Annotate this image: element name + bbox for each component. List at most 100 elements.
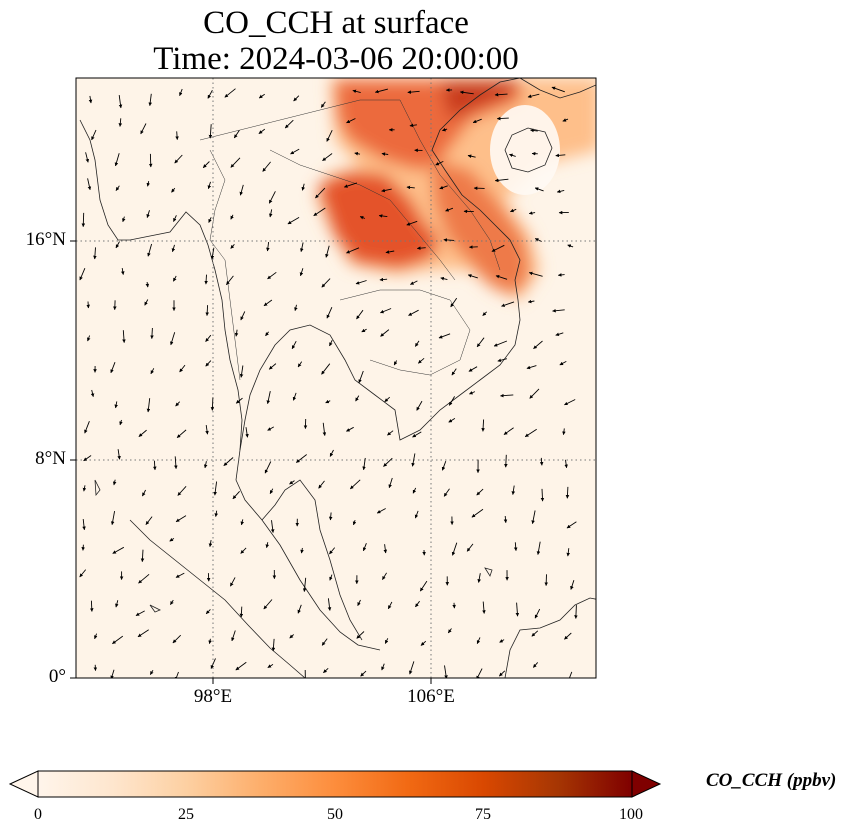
wind-arrow (533, 340, 543, 350)
colorbar-tick-0: 0 (34, 806, 42, 823)
plume-core-east (430, 160, 530, 295)
wind-arrow (356, 631, 365, 639)
wind-arrow (326, 307, 333, 319)
wind-arrow (378, 214, 388, 218)
wind-arrow (362, 543, 367, 552)
wind-arrow (503, 515, 508, 524)
wind-arrow (441, 460, 447, 471)
border-myanmar-thailand (209, 149, 241, 381)
wind-arrow (176, 429, 187, 439)
wind-arrow (414, 510, 419, 519)
wind-arrow (482, 311, 488, 316)
wind-arrow (527, 93, 540, 98)
wind-arrow (297, 361, 303, 368)
wind-arrow (468, 366, 478, 372)
colorbar-body (37, 770, 633, 798)
wind-arrow (325, 245, 330, 258)
wind-arrow (301, 183, 305, 191)
wind-arrow (291, 340, 297, 350)
wind-arrow (240, 311, 246, 321)
wind-arrow (138, 429, 147, 437)
wind-arrow (207, 89, 213, 99)
wind-arrow (115, 185, 120, 191)
wind-arrow (346, 426, 354, 432)
wind-arrow (173, 215, 177, 222)
wind-arrow (258, 128, 266, 134)
wind-arrow (355, 280, 367, 285)
wind-arrow (223, 457, 234, 466)
wind-arrow (296, 454, 307, 463)
wind-arrow (262, 161, 271, 172)
wind-arrow (562, 118, 569, 122)
wind-arrow (265, 542, 270, 549)
wind-arrow (79, 268, 86, 281)
wind-arrow (481, 419, 485, 432)
wind-arrow (202, 161, 210, 169)
wind-arrow (233, 129, 240, 139)
wind-arrow (499, 639, 505, 643)
wind-arrow (146, 181, 151, 187)
wind-arrow (300, 242, 304, 253)
wind-arrow (269, 488, 274, 495)
wind-arrow (411, 453, 416, 467)
wind-arrow (381, 663, 385, 671)
wind-vectors (79, 86, 578, 678)
wind-arrow (110, 669, 115, 678)
wind-arrow (410, 280, 418, 285)
wind-arrow (574, 605, 578, 619)
wind-arrow (213, 481, 218, 496)
wind-arrow (269, 209, 273, 218)
wind-arrow (346, 247, 360, 254)
wind-arrow (297, 604, 302, 614)
wind-arrow (530, 128, 538, 133)
wind-arrow (177, 485, 187, 496)
wind-arrow (352, 519, 357, 526)
wind-arrow (170, 599, 174, 605)
wind-arrow (376, 508, 386, 514)
wind-arrow (406, 185, 415, 190)
wind-arrow (551, 86, 565, 93)
wind-arrow (145, 516, 153, 525)
wind-arrow (416, 400, 423, 411)
coast-small-islands (94, 479, 493, 613)
wind-arrow (239, 606, 244, 618)
wind-arrow (208, 217, 212, 223)
colorbar-tick-100: 100 (619, 806, 643, 823)
wind-arrow (412, 431, 422, 438)
lat-label-8n: 8°N (35, 448, 66, 469)
wind-arrow (271, 638, 276, 652)
wind-arrow (438, 333, 451, 339)
malay-peninsula-east (261, 479, 363, 641)
wind-arrow (557, 273, 565, 277)
wind-arrow (497, 358, 508, 363)
wind-arrow (566, 548, 570, 557)
wind-arrow (552, 308, 565, 313)
wind-arrow (440, 276, 448, 281)
wind-arrow (210, 397, 215, 411)
wind-arrow (414, 340, 420, 347)
wind-arrow (477, 573, 481, 583)
wind-arrow (534, 608, 541, 619)
wind-arrow (149, 669, 154, 675)
wind-arrow (207, 181, 212, 190)
wind-arrow (323, 667, 329, 674)
wind-arrow (289, 480, 295, 485)
wind-arrow (556, 189, 565, 194)
wind-arrow (534, 238, 542, 242)
wind-arrow (408, 309, 419, 316)
wind-arrow (482, 601, 486, 614)
wind-arrow (325, 399, 331, 404)
co-concentration-field (315, 78, 596, 300)
wind-arrow (383, 457, 393, 467)
wind-arrow (88, 95, 93, 104)
colorbar-tick-75: 75 (475, 806, 491, 823)
axis-ticks (70, 240, 432, 684)
wind-arrow (179, 364, 186, 373)
wind-arrow (258, 93, 265, 99)
wind-arrow (532, 662, 539, 668)
wind-arrow (409, 123, 417, 128)
wind-arrow (146, 210, 150, 218)
wind-arrow (435, 160, 444, 166)
plume-core-west (318, 172, 440, 268)
wind-arrow (140, 123, 147, 135)
